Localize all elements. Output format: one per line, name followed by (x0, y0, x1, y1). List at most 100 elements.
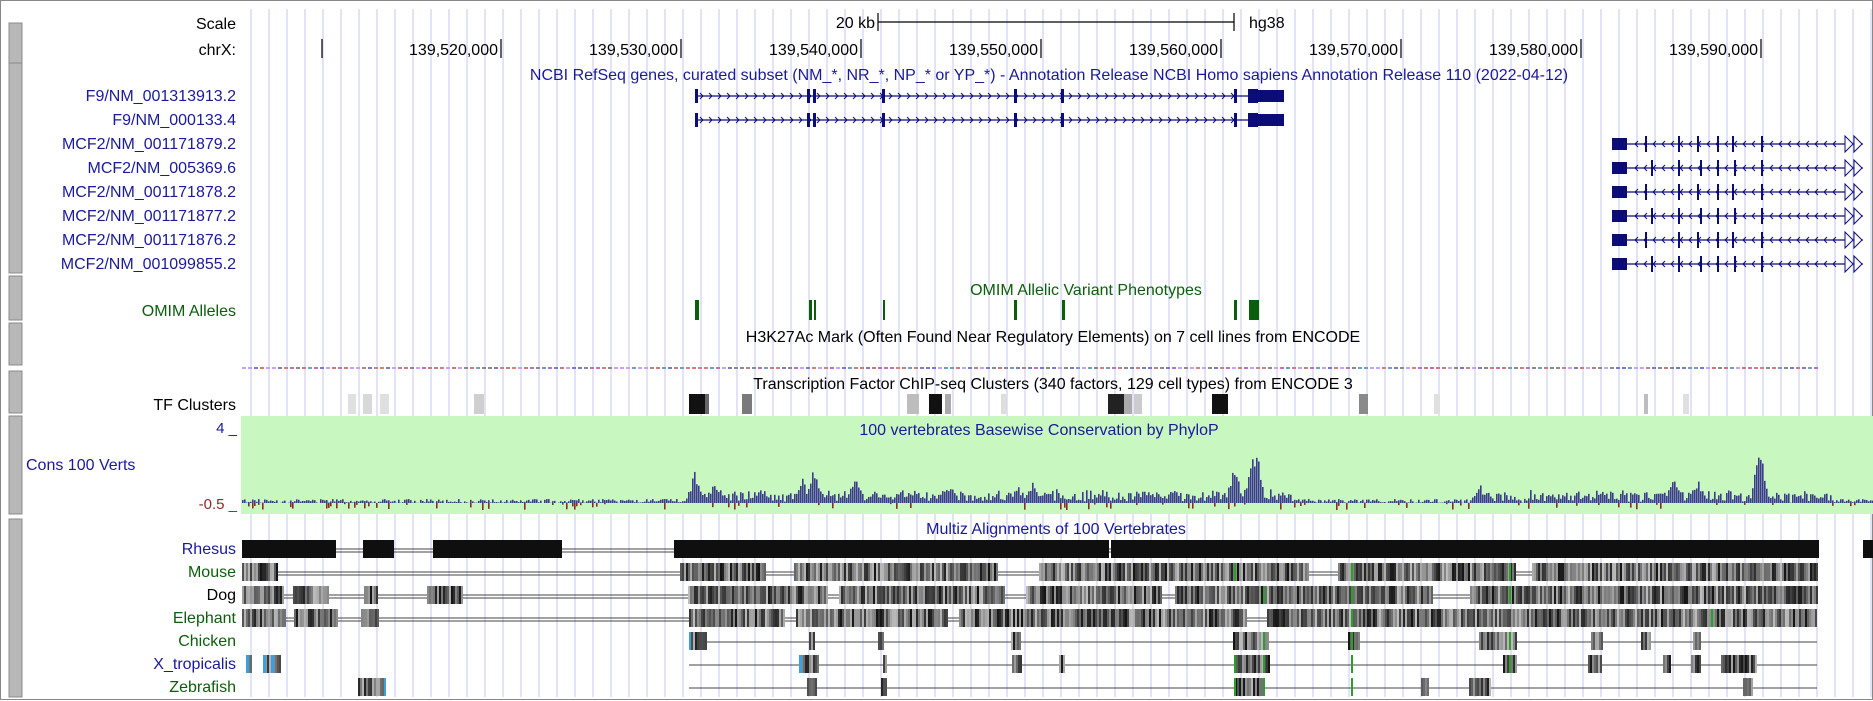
alignment-base (1267, 563, 1269, 581)
alignment-base (1405, 586, 1407, 604)
tf-cluster[interactable] (742, 394, 752, 414)
gene-model-mcf2[interactable] (1612, 160, 1863, 176)
tf-cluster[interactable] (929, 394, 942, 414)
tf-cluster[interactable] (1683, 394, 1689, 414)
alignment-base (1694, 586, 1696, 604)
phylop-bar (908, 493, 910, 503)
gene-label[interactable]: F9/NM_000133.4 (112, 112, 236, 129)
tf-cluster[interactable] (1124, 394, 1132, 414)
gene-model-mcf2[interactable] (1612, 232, 1863, 248)
gene-label[interactable]: MCF2/NM_001171879.2 (62, 136, 236, 153)
tf-cluster[interactable] (348, 394, 356, 414)
phylop-bar (1010, 494, 1012, 503)
alignment-insert-mark (1509, 655, 1511, 673)
refseq-gene-labels[interactable]: F9/NM_001313913.2 F9/NM_000133.4 MCF2/NM_0… (61, 88, 236, 273)
tf-cluster[interactable] (1434, 394, 1440, 414)
phylop-bar (636, 500, 638, 503)
tf-cluster[interactable] (1134, 394, 1142, 414)
species-label[interactable]: Mouse (188, 564, 236, 581)
tf-cluster[interactable] (907, 394, 919, 414)
phylop-bar (1222, 495, 1224, 503)
species-label[interactable]: Rhesus (182, 541, 236, 558)
phylop-bar (378, 502, 380, 503)
gene-label[interactable]: F9/NM_001313913.2 (86, 88, 236, 105)
omim-allele[interactable] (814, 300, 816, 320)
species-label[interactable]: Dog (207, 587, 236, 604)
alignment-base (725, 609, 727, 627)
alignment-base (1786, 563, 1788, 581)
track-side-button[interactable] (9, 519, 22, 697)
track-side-button[interactable] (9, 323, 22, 365)
phylop-bar (1298, 499, 1300, 503)
gene-model-mcf2[interactable] (1612, 256, 1863, 272)
tf-cluster[interactable] (1359, 394, 1368, 414)
tf-cluster[interactable] (474, 394, 484, 414)
tf-cluster[interactable] (380, 394, 389, 414)
track-side-button[interactable] (9, 63, 22, 273)
alignment-base (1747, 609, 1749, 627)
tf-cluster-marks[interactable] (348, 394, 1689, 414)
gene-label[interactable]: MCF2/NM_001171876.2 (62, 232, 236, 249)
h3k27ac-segment (1694, 367, 1698, 369)
species-label[interactable]: X_tropicalis (153, 656, 236, 673)
alignment-base (1697, 632, 1699, 650)
species-label[interactable]: Chicken (178, 633, 236, 650)
tf-cluster[interactable] (689, 394, 707, 414)
alignment-base (1217, 586, 1219, 604)
alignment-base (1806, 563, 1808, 581)
omim-allele[interactable] (695, 300, 699, 320)
omim-allele[interactable] (1014, 300, 1017, 320)
alignment-base (1505, 609, 1507, 627)
species-label[interactable]: Elephant (173, 610, 237, 627)
gene-model-mcf2[interactable] (1612, 208, 1863, 224)
gene-label[interactable]: MCF2/NM_005369.6 (87, 160, 236, 177)
alignment-base (682, 563, 684, 581)
exon (813, 89, 816, 103)
track-side-button[interactable] (9, 416, 22, 514)
alignment-base (1690, 563, 1692, 581)
phylop-bar (1312, 501, 1314, 503)
species-label[interactable]: Zebrafish (169, 679, 236, 696)
multiz-species-labels[interactable]: Rhesus Mouse Dog Elephant Chicken X_tropicali… (153, 541, 236, 696)
alignment-base (1709, 609, 1711, 627)
gene-label[interactable]: MCF2/NM_001099855.2 (61, 256, 236, 273)
alignment-base (1659, 609, 1661, 627)
phylop-bar (1310, 501, 1312, 503)
gene-label[interactable]: MCF2/NM_001171877.2 (62, 208, 236, 225)
tf-cluster[interactable] (1108, 394, 1124, 414)
alignment-base (1297, 563, 1299, 581)
tf-cluster[interactable] (1644, 394, 1648, 414)
alignment-base (1145, 563, 1147, 581)
phylop-neg-bar (482, 503, 484, 510)
alignment-base (1525, 609, 1527, 627)
omim-allele[interactable] (809, 300, 812, 320)
alignment-base (1343, 586, 1345, 604)
phylop-neg-bar (336, 503, 338, 508)
omim-allele[interactable] (883, 300, 885, 320)
gene-label[interactable]: MCF2/NM_001171878.2 (62, 184, 236, 201)
tf-cluster[interactable] (363, 394, 372, 414)
gene-model-mcf2[interactable] (1612, 136, 1863, 152)
alignment-base (262, 586, 264, 604)
phylop-bar (290, 500, 292, 503)
alignment-base (1359, 609, 1361, 627)
refseq-gene-models[interactable] (695, 89, 1863, 272)
omim-allele[interactable] (1234, 300, 1237, 320)
tf-cluster[interactable] (945, 394, 951, 414)
tf-cluster[interactable] (705, 394, 709, 414)
omim-allele[interactable] (1062, 300, 1065, 320)
track-side-button[interactable] (9, 276, 22, 320)
phylop-neg-bar (1338, 503, 1340, 506)
track-buttons[interactable] (9, 23, 22, 697)
omim-allele-marks[interactable] (695, 300, 1259, 320)
alignment-base (1109, 563, 1111, 581)
gene-model-mcf2[interactable] (1612, 184, 1863, 200)
phylop-bar (648, 502, 650, 503)
alignment-base (1151, 609, 1153, 627)
tf-cluster[interactable] (1212, 394, 1228, 414)
tf-cluster[interactable] (1001, 394, 1007, 414)
omim-allele[interactable] (1249, 300, 1259, 320)
track-side-button[interactable] (9, 371, 22, 413)
